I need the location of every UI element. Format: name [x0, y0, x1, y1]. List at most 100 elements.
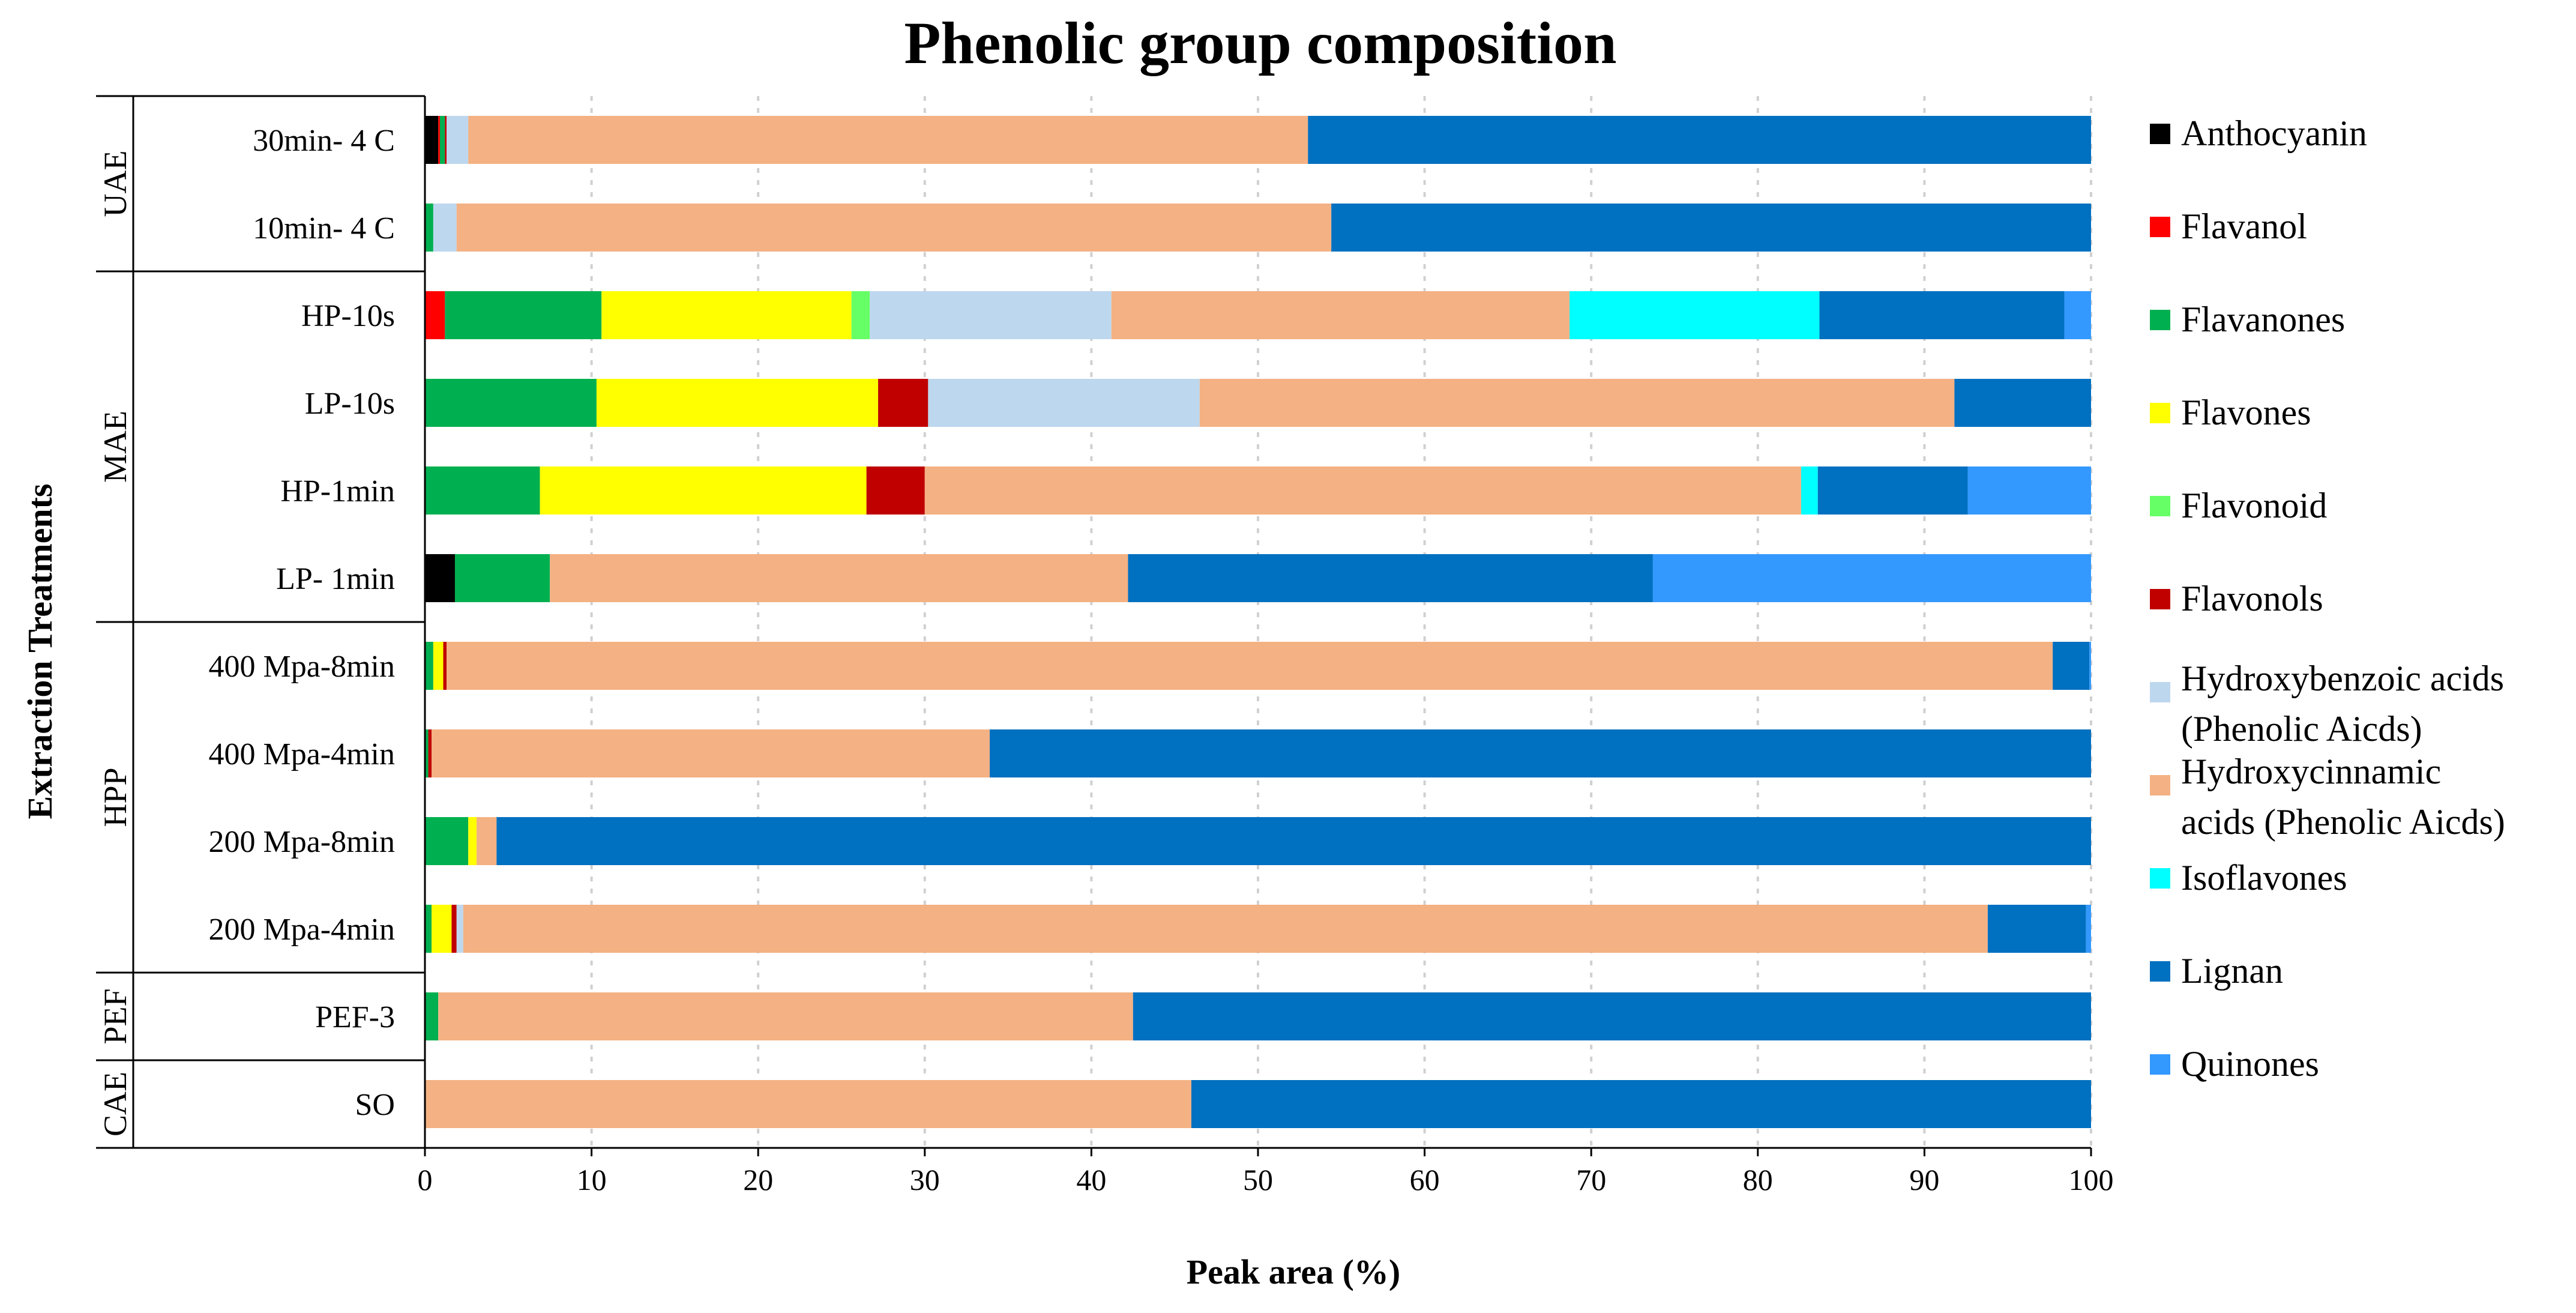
- legend-swatch: [2150, 1054, 2170, 1075]
- bar-segment: [432, 729, 990, 777]
- legend-label: Hydroxycinnamic: [2181, 752, 2441, 791]
- legend-swatch: [2150, 310, 2170, 330]
- bar-segment: [878, 379, 928, 427]
- bar-area: [425, 116, 2092, 1128]
- x-tick-label: 90: [1909, 1163, 1939, 1197]
- legend-label: Lignan: [2181, 951, 2283, 991]
- x-axis-title: Peak area (%): [1187, 1252, 1401, 1291]
- category-label: 400 Mpa-4min: [208, 737, 395, 771]
- bar-segment: [438, 992, 1133, 1040]
- legend-swatch: [2150, 496, 2170, 516]
- chart-title: Phenolic group composition: [904, 10, 1616, 76]
- bar-segment: [425, 116, 439, 164]
- bar-segment: [425, 204, 433, 252]
- bar-segment: [425, 554, 455, 602]
- bar-segment: [1801, 466, 1818, 515]
- bar-segment: [447, 642, 2053, 690]
- legend-label: Isoflavones: [2181, 858, 2347, 898]
- category-label: PEF-3: [315, 1000, 395, 1034]
- bar-segment: [540, 466, 867, 515]
- bar-segment: [445, 291, 602, 339]
- bar-segment: [1199, 379, 1955, 427]
- legend-label: Flavonoid: [2181, 486, 2327, 525]
- bar-segment: [428, 729, 432, 777]
- group-label: PEF: [97, 988, 133, 1044]
- bar-segment: [443, 642, 447, 690]
- bar-segment: [550, 554, 1128, 602]
- y-axis-title: Extraction Treatments: [20, 484, 59, 819]
- group-label: CAE: [97, 1072, 133, 1136]
- bar-segment: [456, 204, 1332, 252]
- x-tick-label: 70: [1576, 1163, 1606, 1197]
- legend-label: Hydroxybenzoic acids: [2181, 659, 2504, 698]
- bar-segment: [870, 291, 1112, 339]
- bar-segment: [1111, 291, 1570, 339]
- bar-segment: [447, 116, 469, 164]
- legend-swatch: [2150, 589, 2170, 609]
- y-axis: 30min- 4 C 10min- 4 C HP-10s LP-10s HP-1min L…: [96, 95, 426, 1149]
- category-label: 30min- 4 C: [253, 124, 395, 158]
- x-tick-label: 10: [577, 1163, 607, 1197]
- bar-segment: [596, 379, 879, 427]
- category-label: LP-10s: [305, 387, 395, 421]
- bar-segment: [1987, 905, 2086, 953]
- bar-segment: [425, 1080, 1191, 1128]
- bar-segment: [463, 905, 1988, 953]
- legend-label: Flavones: [2181, 393, 2311, 432]
- x-tick-label: 20: [743, 1163, 773, 1197]
- bar-segment: [1569, 291, 1820, 339]
- bar-segment: [928, 379, 1200, 427]
- x-tick-label: 80: [1743, 1163, 1773, 1197]
- bar-segment: [468, 817, 477, 865]
- bar-segment: [477, 817, 497, 865]
- bar-segment: [1819, 291, 2065, 339]
- bar-segment: [1817, 466, 1968, 515]
- legend-label: (Phenolic Aicds): [2181, 709, 2422, 749]
- legend-swatch: [2150, 403, 2170, 423]
- bar-segment: [425, 905, 432, 953]
- bar-segment: [2086, 905, 2091, 953]
- x-axis: 0 10 20 30 40 50 60 70 80 90 100: [418, 1147, 2114, 1197]
- category-label: SO: [355, 1088, 395, 1122]
- bar-segment: [866, 466, 925, 515]
- bar-segment: [1954, 379, 2091, 427]
- bar-segment: [2053, 642, 2090, 690]
- legend-swatch: [2150, 961, 2170, 982]
- bar-segment: [1331, 204, 2091, 252]
- bar-segment: [601, 291, 852, 339]
- category-label: 200 Mpa-4min: [208, 913, 395, 947]
- group-label: MAE: [97, 411, 133, 483]
- bar-segment: [1652, 554, 2091, 602]
- bar-segment: [425, 992, 439, 1040]
- x-tick-label: 50: [1243, 1163, 1273, 1197]
- bar-segment: [851, 291, 870, 339]
- bar-segment: [439, 116, 445, 164]
- legend-label: Quinones: [2181, 1044, 2319, 1084]
- group-label: UAE: [97, 151, 133, 217]
- bar-segment: [1191, 1080, 2091, 1128]
- legend-label: Anthocyanin: [2181, 113, 2367, 153]
- x-tick-label: 30: [910, 1163, 940, 1197]
- category-label: 10min- 4 C: [253, 211, 395, 246]
- gridlines: [590, 96, 2092, 1148]
- bar-segment: [425, 642, 433, 690]
- category-label: 400 Mpa-8min: [208, 650, 395, 684]
- x-tick-label: 40: [1076, 1163, 1106, 1197]
- x-tick-label: 0: [418, 1163, 433, 1197]
- legend-label: acids (Phenolic Aicds): [2181, 802, 2505, 842]
- bar-segment: [425, 817, 469, 865]
- bar-segment: [451, 905, 457, 953]
- legend-label: Flavanol: [2181, 207, 2307, 246]
- x-tick-label: 100: [2069, 1163, 2114, 1197]
- legend-swatch: [2150, 775, 2170, 795]
- bar-segment: [438, 116, 440, 164]
- category-label: HP-10s: [301, 299, 395, 333]
- bar-segment: [433, 642, 444, 690]
- bar-segment: [433, 204, 457, 252]
- legend-label: Flavonols: [2181, 579, 2323, 618]
- bar-segment: [432, 905, 452, 953]
- bar-segment: [1967, 466, 2091, 515]
- bar-segment: [468, 116, 1308, 164]
- bar-segment: [1133, 992, 2091, 1040]
